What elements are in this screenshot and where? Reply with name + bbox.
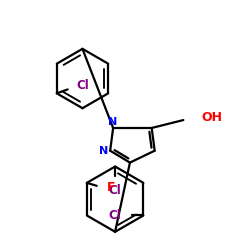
Text: Cl: Cl <box>109 209 122 222</box>
Text: N: N <box>98 146 108 156</box>
Text: OH: OH <box>201 110 222 124</box>
Text: N: N <box>108 117 117 127</box>
Text: F: F <box>107 181 115 194</box>
Text: Cl: Cl <box>109 184 122 197</box>
Text: Cl: Cl <box>76 79 89 92</box>
